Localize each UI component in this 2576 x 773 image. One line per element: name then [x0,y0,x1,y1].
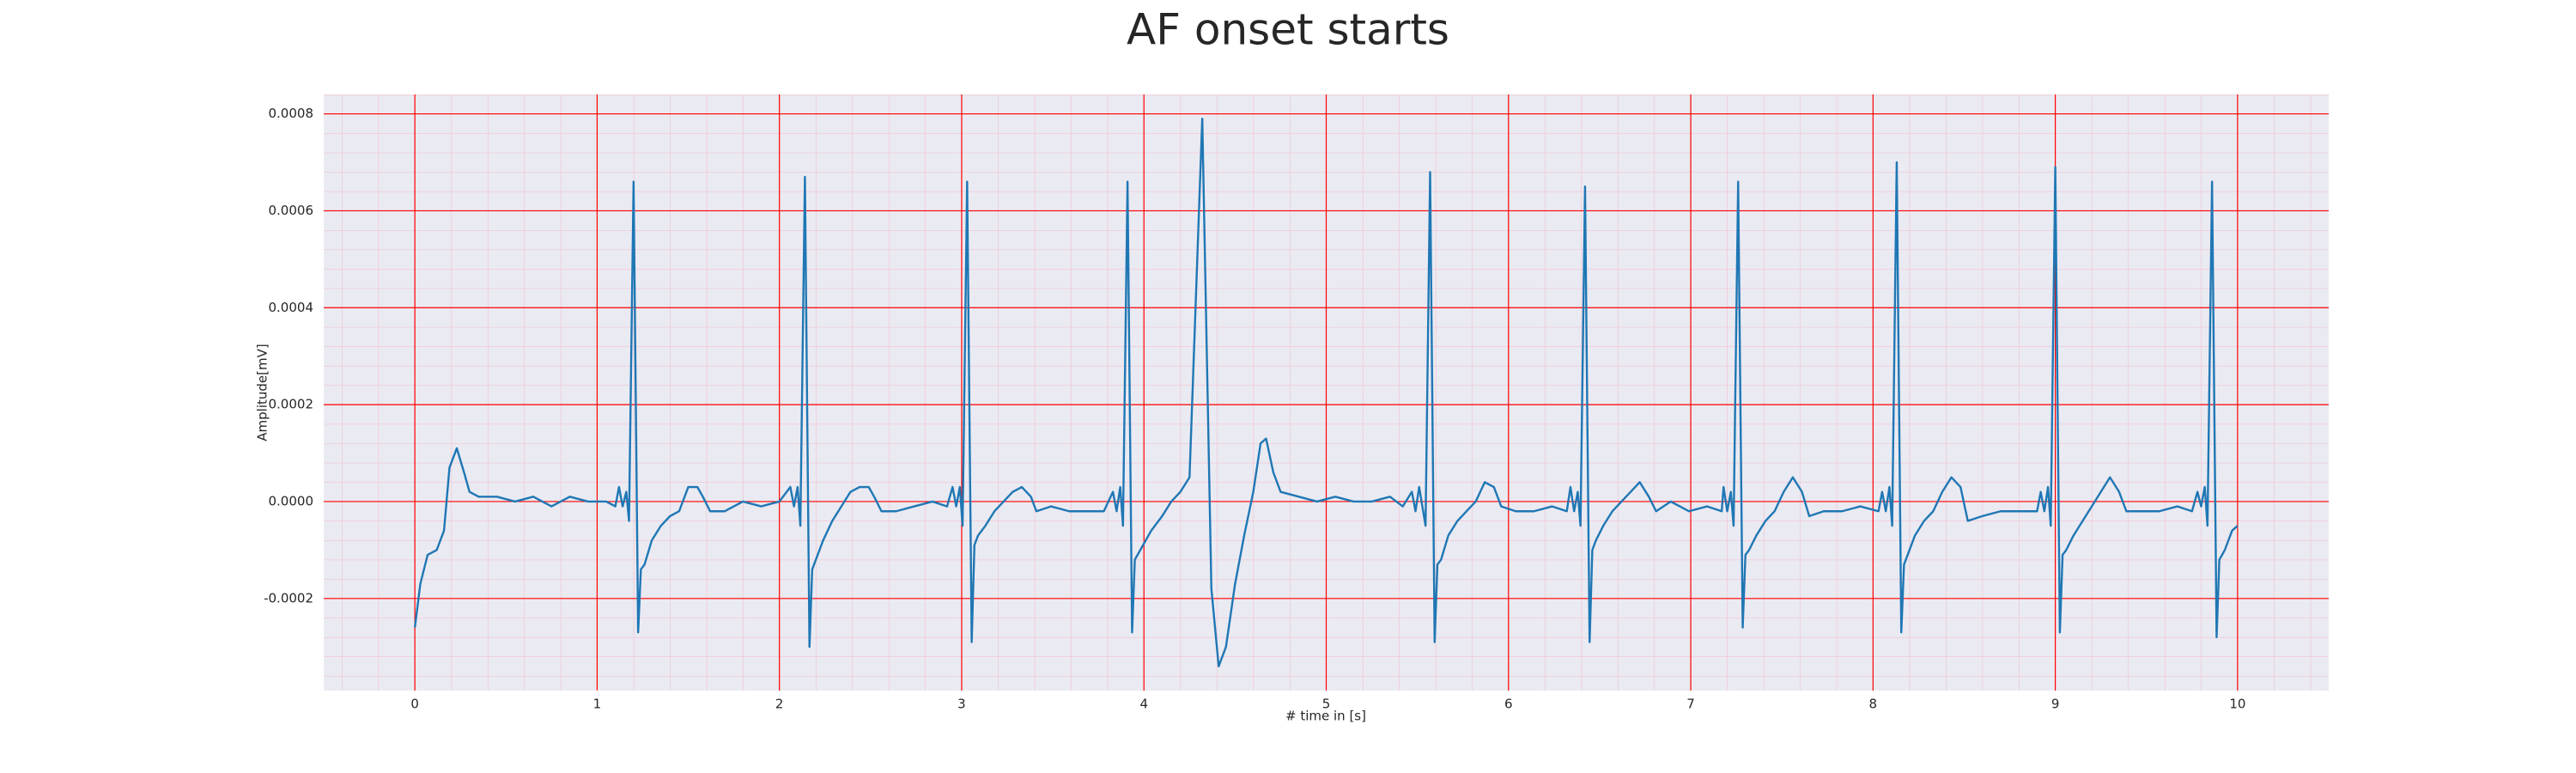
x-tick-label: 7 [1686,697,1695,712]
x-tick-label: 1 [593,697,602,712]
y-axis-label: Amplitude[mV] [255,344,270,441]
x-axis-label: # time in [s] [1285,709,1366,724]
y-tick-label: 0.0002 [269,397,314,412]
y-tick-label: -0.0002 [264,590,313,606]
y-tick-label: 0.0004 [269,300,314,315]
x-tick-label: 5 [1322,697,1331,712]
x-tick-label: 3 [957,697,966,712]
y-tick-label: 0.0006 [269,203,314,218]
x-tick-label: 0 [410,697,419,712]
x-tick-label: 8 [1869,697,1878,712]
chart-title: AF onset starts [1127,5,1449,55]
x-tick-label: 2 [775,697,784,712]
x-tick-label: 9 [2051,697,2060,712]
x-tick-label: 6 [1504,697,1513,712]
y-tick-label: 0.0008 [269,106,314,121]
ecg-line [413,118,2239,667]
x-tick-label: 10 [2229,697,2245,712]
x-tick-label: 4 [1139,697,1148,712]
y-tick-label: 0.0000 [269,493,314,508]
